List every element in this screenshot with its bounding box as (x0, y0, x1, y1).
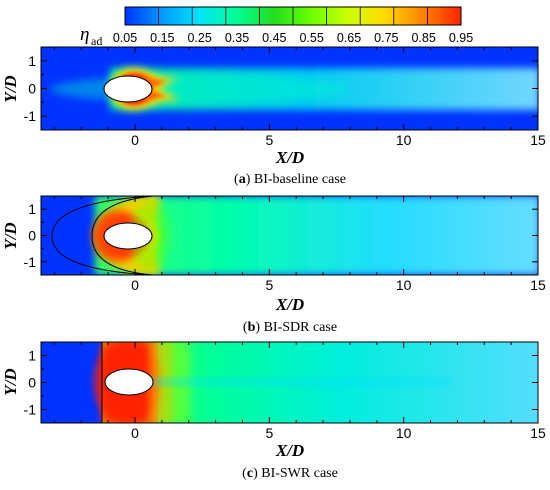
panel-b-boundary-outer (51, 196, 154, 275)
panel-a-field (41, 47, 538, 130)
x-tick-label: 0 (131, 277, 139, 293)
panel-c-xlabel: X/D (275, 441, 304, 460)
x-tick-label: 10 (396, 425, 412, 441)
x-tick-label: 15 (530, 425, 546, 441)
panel-a-xlabel: X/D (275, 148, 304, 167)
y-tick-label: 1 (28, 53, 36, 69)
colorbar-dividers (158, 7, 428, 25)
y-tick-label: -1 (24, 108, 37, 124)
x-tick-label: 5 (265, 277, 273, 293)
panel-b-hole (103, 222, 153, 250)
panel-c-caption: (c) BI-SWR case (242, 466, 338, 481)
colorbar-tick-label: 0.85 (411, 31, 435, 45)
y-tick-label: 0 (28, 375, 36, 391)
panel-b-caption: (b) BI-SDR case (243, 320, 337, 335)
y-tick-label: 1 (28, 201, 36, 217)
colorbar-tick-label: 0.05 (113, 31, 137, 45)
x-tick-label: 15 (530, 132, 546, 148)
y-tick-label: -1 (24, 402, 37, 418)
panel-b-ylabel: Y/D (1, 222, 20, 249)
colorbar-symbol: η (80, 24, 89, 45)
colorbar: η ad 0.05 0.15 0.25 0.35 0.45 0.55 0.65 0.75 0.8… (80, 6, 473, 48)
colorbar-subscript: ad (91, 34, 102, 48)
x-tick-label: 5 (265, 425, 273, 441)
x-tick-label: 10 (396, 132, 412, 148)
colorbar-tick-label: 0.75 (374, 31, 398, 45)
x-tick-label: 10 (396, 277, 412, 293)
panel-b-field (41, 196, 538, 275)
x-tick-label: 5 (265, 132, 273, 148)
colorbar-tick-label: 0.65 (337, 31, 361, 45)
y-tick-label: 0 (28, 81, 36, 97)
panel-b-boundary-inner (91, 196, 154, 275)
colorbar-tick-label: 0.95 (449, 31, 473, 45)
panel-a-hole (103, 75, 153, 103)
x-tick-label: 15 (530, 277, 546, 293)
colorbar-tick-label: 0.55 (299, 31, 323, 45)
panel-c-ylabel: Y/D (1, 368, 20, 395)
colorbar-tick-labels: 0.05 0.15 0.25 0.35 0.45 0.55 0.65 0.75 0.85 0.95 (113, 31, 473, 45)
panel-b-xlabel: X/D (275, 295, 304, 314)
panel-c-hole (104, 368, 154, 396)
panel-c-field (41, 342, 538, 423)
colorbar-tick-label: 0.35 (225, 31, 249, 45)
colorbar-tick-label: 0.15 (150, 31, 174, 45)
colorbar-tick-label: 0.25 (187, 31, 211, 45)
panel-a-ylabel: Y/D (1, 75, 20, 102)
y-tick-label: 1 (28, 348, 36, 364)
x-tick-label: 0 (131, 425, 139, 441)
x-tick-label: 0 (131, 132, 139, 148)
y-tick-label: 0 (28, 228, 36, 244)
panel-a-caption: (a) BI-baseline case (234, 172, 346, 187)
colorbar-tick-label: 0.45 (262, 31, 286, 45)
y-tick-label: -1 (24, 254, 37, 270)
